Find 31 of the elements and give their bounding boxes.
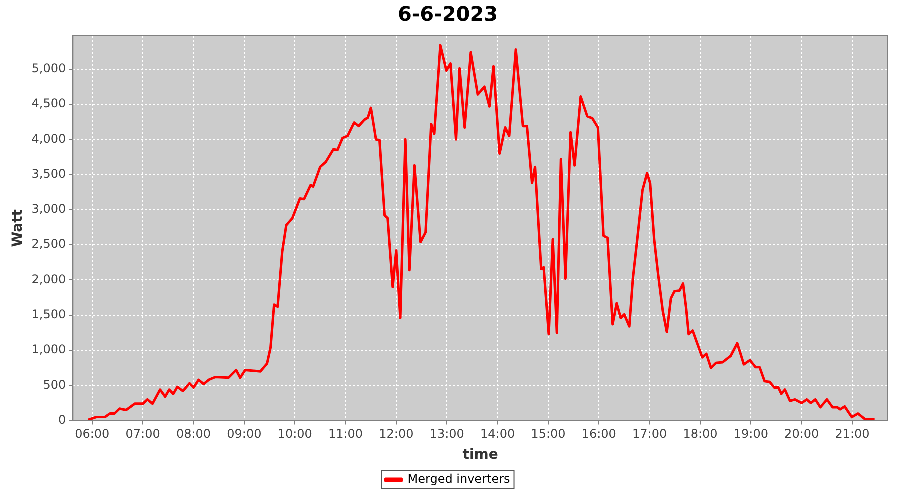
x-tick-label: 11:00 bbox=[328, 427, 364, 442]
x-tick-label: 18:00 bbox=[683, 427, 718, 442]
y-tick-label: 0 bbox=[58, 412, 66, 427]
y-tick-label: 4,500 bbox=[32, 96, 66, 111]
x-tick-label: 14:00 bbox=[480, 427, 516, 442]
x-tick-label: 15:00 bbox=[531, 427, 566, 442]
y-tick-label: 4,000 bbox=[32, 132, 66, 146]
y-axis-title: Watt bbox=[10, 209, 26, 248]
chart-title: 6-6-2023 bbox=[398, 2, 498, 26]
x-tick-label: 07:00 bbox=[126, 427, 160, 442]
x-tick-label: 06:00 bbox=[75, 427, 110, 442]
y-tick-label: 1,500 bbox=[32, 308, 66, 322]
x-axis-title: time bbox=[462, 447, 498, 464]
y-tick-label: 3,500 bbox=[32, 166, 66, 181]
y-tick-label: 5,000 bbox=[32, 62, 66, 76]
y-tick-label: 2,500 bbox=[32, 237, 66, 252]
y-tick-label: 2,000 bbox=[32, 272, 66, 286]
y-tick-label: 3,000 bbox=[32, 202, 66, 216]
x-tick-label: 21:00 bbox=[835, 427, 870, 442]
x-tick-label: 12:00 bbox=[379, 427, 414, 442]
x-tick-label: 16:00 bbox=[582, 427, 616, 442]
x-tick-label: 13:00 bbox=[430, 427, 464, 442]
x-tick-label: 17:00 bbox=[632, 427, 668, 442]
y-tick-label: 500 bbox=[43, 378, 66, 392]
x-tick-label: 20:00 bbox=[784, 427, 820, 442]
x-tick-label: 08:00 bbox=[176, 427, 212, 442]
legend-label: Merged inverters bbox=[408, 472, 510, 486]
y-tick-label: 1,000 bbox=[32, 342, 66, 357]
x-tick-label: 09:00 bbox=[227, 427, 262, 442]
x-tick-label: 19:00 bbox=[734, 427, 768, 442]
x-tick-label: 10:00 bbox=[278, 427, 312, 442]
